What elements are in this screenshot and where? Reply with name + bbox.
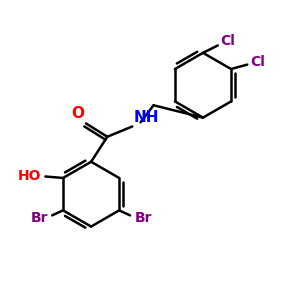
Text: HO: HO [17, 169, 41, 184]
Text: NH: NH [134, 110, 159, 125]
Text: Br: Br [30, 211, 48, 225]
Text: Cl: Cl [221, 34, 236, 48]
Text: Cl: Cl [250, 55, 265, 69]
Text: Br: Br [134, 211, 152, 225]
Text: O: O [71, 106, 84, 121]
